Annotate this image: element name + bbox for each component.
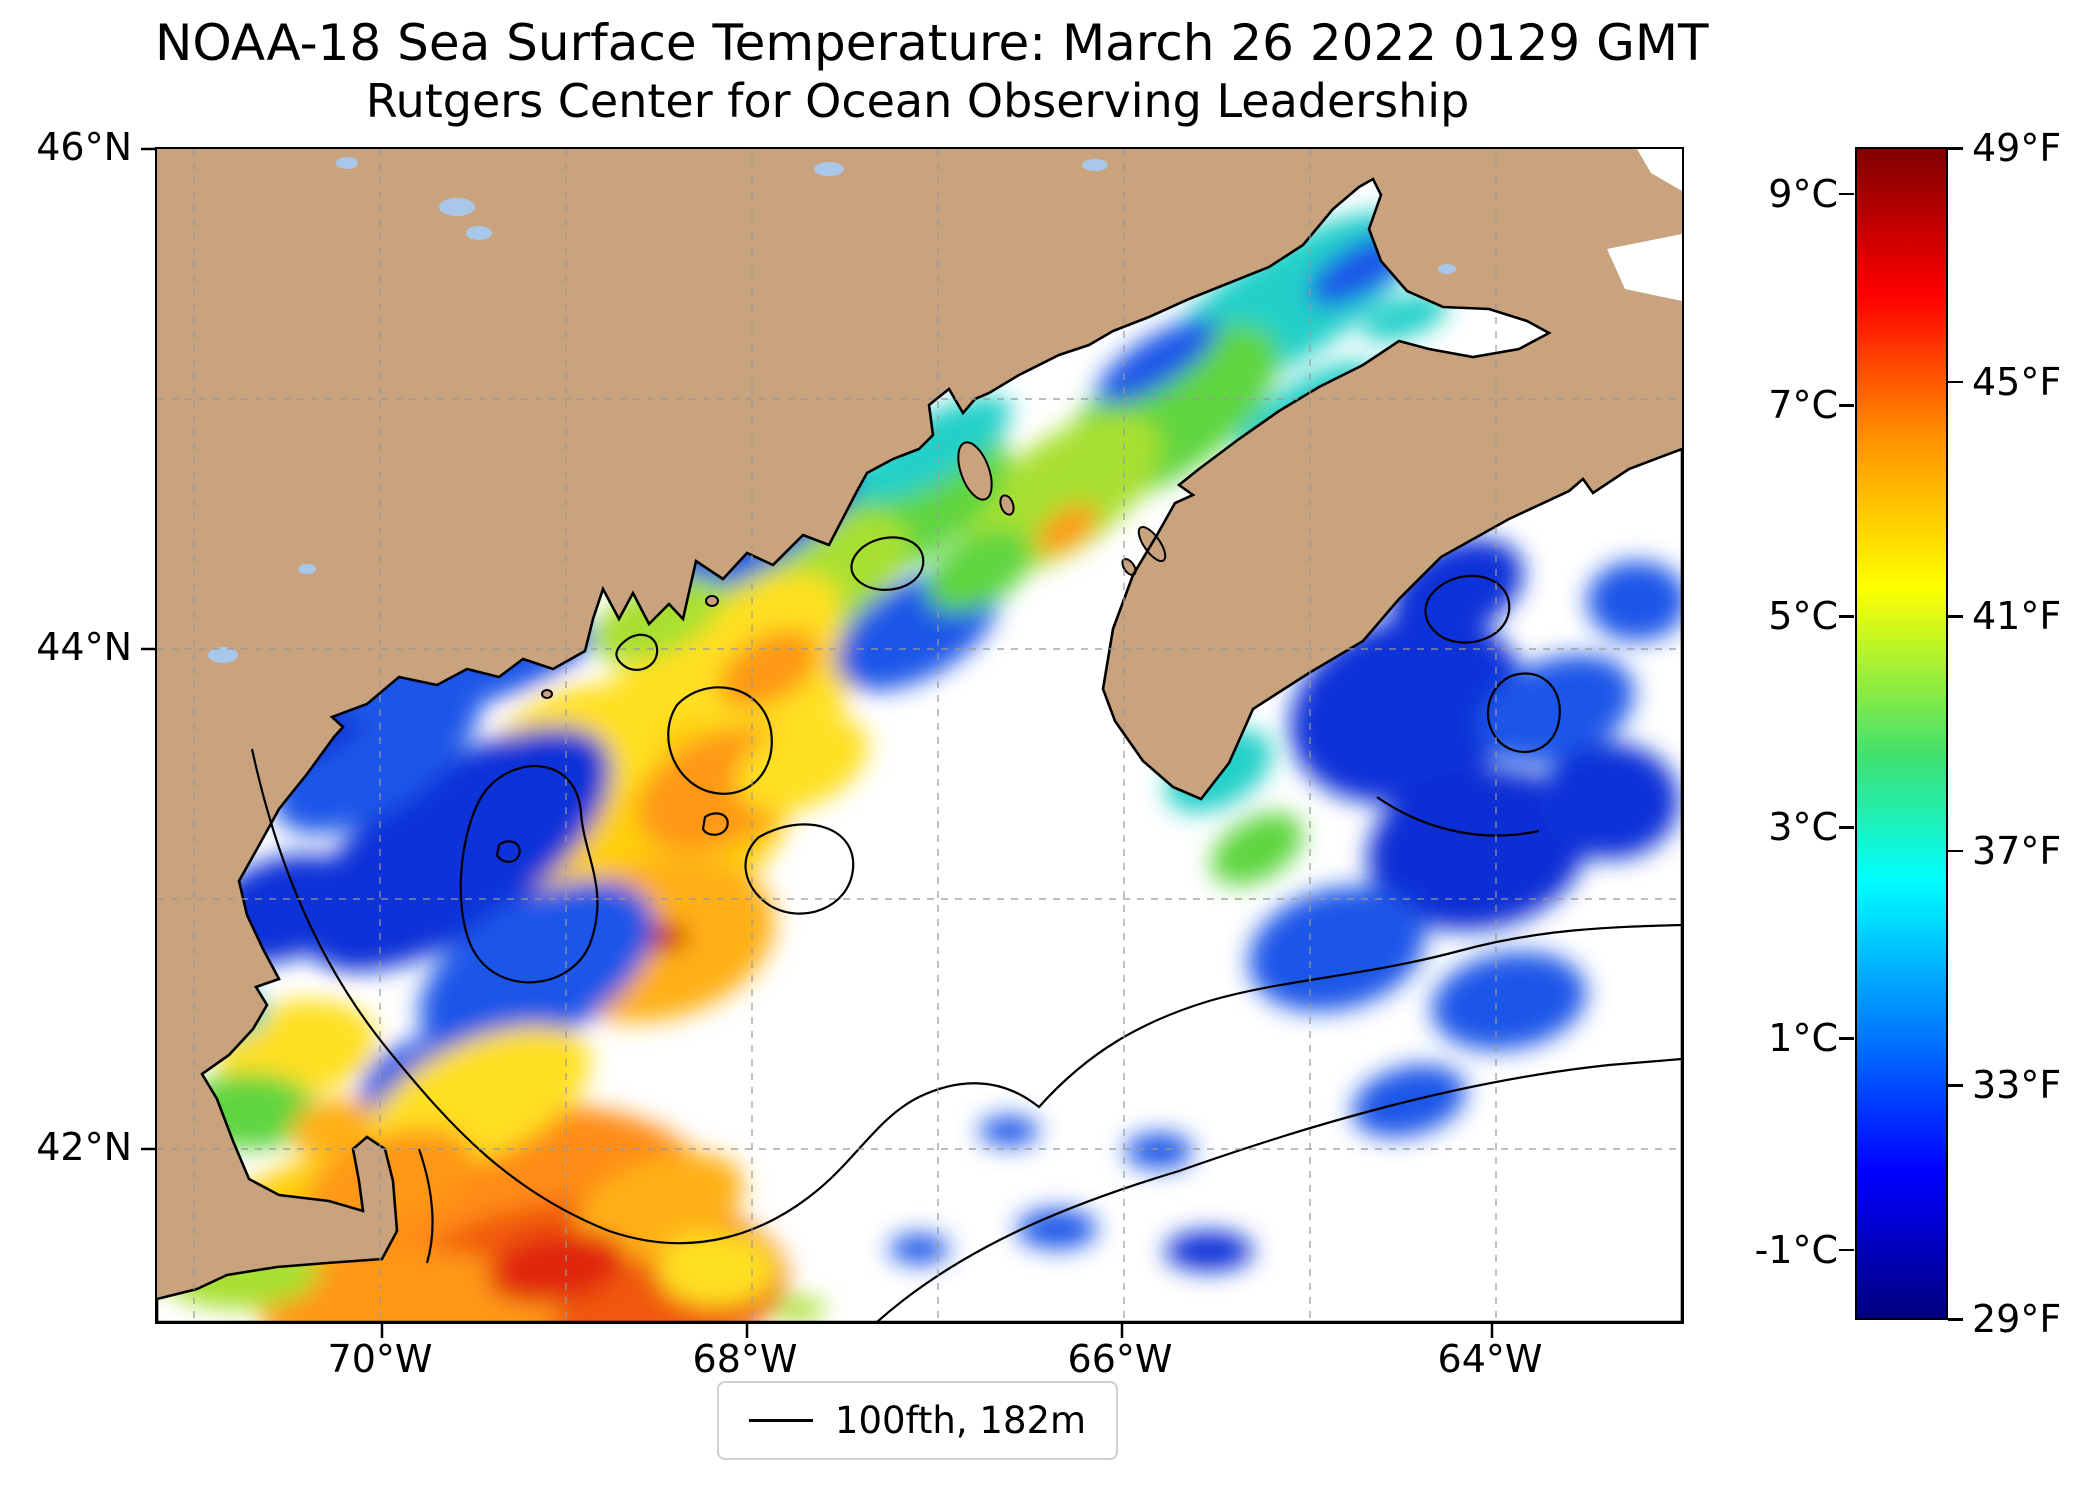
- colorbar-celsius-label: 5°C: [1768, 594, 1838, 639]
- depth-contour-100fathom: [250, 748, 1683, 1245]
- graticule: [157, 149, 1682, 1322]
- lake: [1082, 159, 1108, 171]
- figure-title-line2: Rutgers Center for Ocean Observing Leade…: [365, 74, 1470, 128]
- colorbar-fahrenheit-label: 45°F: [1972, 359, 2062, 404]
- depth-contour-line-sample: [748, 1418, 813, 1423]
- island: [999, 494, 1015, 516]
- depth-contour-100fathom: [701, 812, 729, 836]
- colorbar-fahrenheit-label: 49°F: [1972, 126, 2062, 170]
- lake: [814, 162, 844, 176]
- depth-contour-100fathom: [495, 840, 521, 863]
- colorbar-celsius-label: -1°C: [1754, 1227, 1838, 1272]
- colorbar-tick: [1948, 380, 1963, 384]
- depth-contour-100fathom: [417, 1148, 434, 1264]
- colorbar-tick: [1839, 826, 1854, 829]
- lake: [439, 198, 475, 216]
- colorbar-fahrenheit-label: 41°F: [1972, 594, 2062, 639]
- legend: 100fth, 182m: [155, 1381, 1680, 1460]
- colorbar-tick: [1948, 1084, 1963, 1087]
- colorbar-fahrenheit-label: 33°F: [1972, 1063, 2062, 1108]
- colorbar-tick: [1839, 404, 1854, 407]
- colorbar-celsius-label: 3°C: [1768, 805, 1838, 850]
- coastal-inlet: [1607, 234, 1682, 301]
- x-axis-tick-label: 66°W: [1067, 1337, 1173, 1381]
- depth-contour-100fathom: [1376, 796, 1540, 837]
- axis-ticks: [141, 147, 1494, 1338]
- depth-contour-100fathom: [850, 536, 925, 591]
- x-axis-tick-label: 70°W: [327, 1337, 433, 1381]
- colorbar-tick: [1948, 1318, 1963, 1321]
- depth-contour-100fathom: [459, 765, 599, 984]
- y-axis-tick-label: 42°N: [36, 1125, 132, 1169]
- y-axis-tick-label: 46°N: [36, 125, 132, 169]
- island: [705, 595, 719, 607]
- colorbar-tick: [1948, 615, 1963, 618]
- colorbar-fahrenheit-label: 29°F: [1972, 1297, 2062, 1341]
- depth-contour-100fathom: [615, 633, 659, 671]
- depth-contour-100fathom: [667, 686, 773, 795]
- lake: [298, 564, 316, 574]
- colorbar-tick: [1839, 1248, 1854, 1252]
- colorbar-tick: [1839, 1037, 1854, 1040]
- colorbar-tick: [1839, 615, 1854, 618]
- legend-label: 100fth, 182m: [834, 1399, 1087, 1442]
- colorbar-celsius-label: 1°C: [1768, 1016, 1838, 1061]
- colorbar-celsius-label: 9°C: [1768, 171, 1838, 216]
- x-axis-tick-label: 64°W: [1437, 1337, 1543, 1381]
- depth-contour-100fathom: [744, 823, 855, 915]
- lake: [1438, 264, 1456, 274]
- sst-map-canvas: [141, 147, 1684, 1338]
- depth-contour-100fathom: [1486, 672, 1561, 753]
- lake: [466, 226, 492, 240]
- map-plot-area: [141, 147, 1684, 1338]
- depth-contour-100fathom: [1424, 574, 1511, 644]
- temperature-colorbar: [1855, 147, 1948, 1320]
- colorbar-tick: [1948, 147, 1963, 150]
- lake: [208, 647, 238, 663]
- colorbar-tick: [1948, 849, 1963, 853]
- depth-contour-100fathom: [876, 1057, 1683, 1323]
- y-axis-tick-label: 44°N: [36, 625, 132, 669]
- coastal-inlet: [1637, 149, 1682, 191]
- figure-title-line1: NOAA-18 Sea Surface Temperature: March 2…: [155, 14, 1709, 72]
- island: [957, 441, 993, 501]
- colorbar-tick: [1839, 192, 1854, 196]
- x-axis-tick-label: 68°W: [692, 1337, 798, 1381]
- colorbar-celsius-label: 7°C: [1768, 383, 1838, 428]
- colorbar-fahrenheit-label: 37°F: [1972, 828, 2062, 873]
- legend-box: 100fth, 182m: [716, 1381, 1119, 1460]
- island: [541, 689, 553, 699]
- lake: [336, 157, 358, 169]
